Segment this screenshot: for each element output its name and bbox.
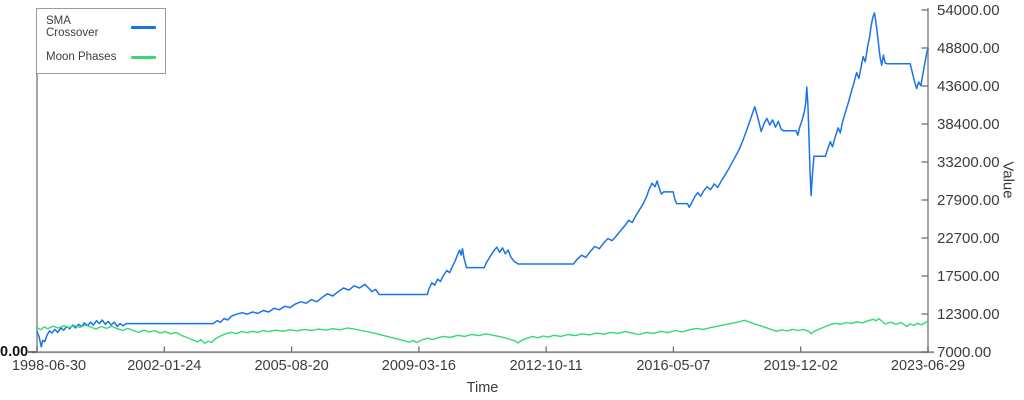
series-line-moon-phases [36,317,929,344]
y-tick-label: 22700.00 [937,230,1000,247]
y-tick-label: 7000.00 [937,344,991,361]
legend-item-moon-phases: Moon Phases [46,51,156,64]
y-tick-label: 12300.00 [937,306,1000,323]
y-tick-label: 54000.00 [937,2,1000,19]
legend-label-sma-crossover: SMA Crossover [46,15,99,39]
legend-item-sma-crossover: SMA Crossover [46,15,156,39]
y-tick-label: 17500.00 [937,268,1000,285]
x-tick-label: 2002-01-24 [127,358,201,374]
y-axis-left-zero-label: 0.00 [0,344,29,360]
y-tick-label: 48800.00 [937,40,1000,57]
y-tick-label: 38400.00 [937,116,1000,133]
y-tick-label: 33200.00 [937,154,1000,171]
x-tick-label: 2009-03-16 [382,358,456,374]
x-tick-label: 2019-12-02 [764,358,838,374]
x-tick-label: 2005-08-20 [254,358,328,374]
x-tick-label: 2016-05-07 [636,358,710,374]
legend-line-sample-moon-phases [131,56,156,60]
y-axis-title: Value [999,161,1017,199]
legend-label-moon-phases: Moon Phases [46,51,117,63]
legend: SMA Crossover Moon Phases [36,8,166,74]
y-tick-label: 43600.00 [937,78,1000,95]
x-tick-label: 2023-06-29 [891,358,965,374]
y-tick-label: 27900.00 [937,192,1000,209]
x-tick-label: 1998-06-30 [12,358,86,374]
series-line-sma-crossover [36,12,929,348]
x-axis-title: Time [466,380,499,396]
legend-line-sample-sma-crossover [131,26,156,29]
x-tick-label: 2012-10-11 [510,358,583,374]
